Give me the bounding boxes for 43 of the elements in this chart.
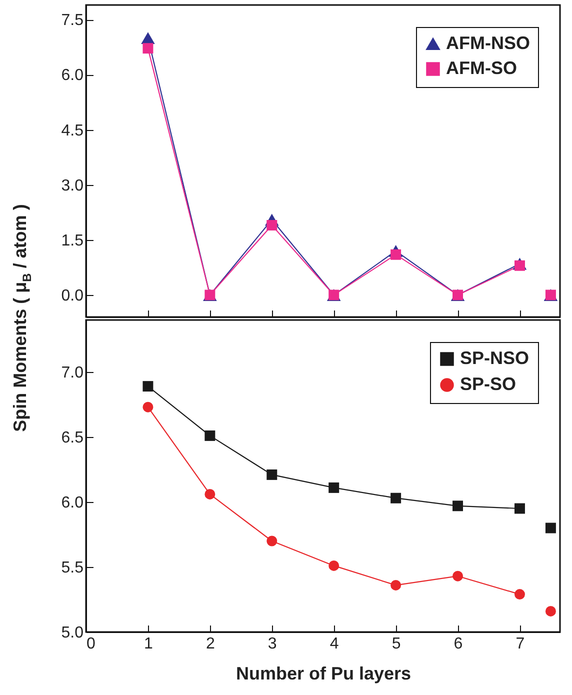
point: [204, 430, 216, 441]
point: [204, 488, 216, 500]
point: [452, 570, 464, 582]
x-tick-label: 6: [454, 636, 463, 652]
y-tick-label: 0.0: [61, 287, 84, 304]
point: [142, 402, 154, 412]
point: [266, 220, 278, 230]
y-tick-label: 4.5: [61, 122, 84, 140]
legend-label: SP-NSO: [460, 348, 530, 368]
x-tick-label: 5: [392, 636, 401, 652]
y-tick-label: 7.5: [61, 12, 84, 30]
y-tick-label: 6.5: [61, 430, 84, 446]
x-tick-label: 7: [516, 636, 525, 652]
y-tick-label: 3.0: [61, 177, 84, 194]
point: [266, 469, 278, 480]
point: [514, 589, 525, 600]
y-tick-label: 7.0: [61, 364, 84, 382]
y-tick-label: 5.5: [61, 560, 84, 576]
x-tick-label: 2: [206, 636, 215, 652]
x-tick-label: 1: [144, 636, 154, 652]
point: [452, 500, 464, 512]
point: [545, 606, 556, 616]
x-tick-label: 4: [330, 636, 339, 652]
point: [514, 503, 525, 514]
legend-label: SP-SO: [460, 374, 516, 394]
point: [390, 249, 402, 260]
legend-label: AFM-NSO: [446, 33, 530, 53]
y-tick-label: 1.5: [61, 232, 84, 250]
legend-label: AFM-SO: [446, 58, 517, 78]
point: [142, 43, 154, 54]
point: [142, 381, 154, 392]
point: [390, 492, 402, 504]
point: [328, 560, 340, 571]
y-tick-label: 5.0: [61, 624, 84, 642]
x-axis-title: Number of Pu layers: [236, 664, 412, 684]
point: [328, 482, 340, 493]
y-tick-label: 6.0: [61, 67, 84, 84]
x-tick-label: 3: [268, 636, 277, 652]
point: [545, 522, 556, 534]
y-tick-label: 6.0: [61, 494, 84, 512]
point: [390, 580, 402, 590]
x-tick-label: 0: [86, 636, 96, 652]
point: [266, 536, 278, 546]
